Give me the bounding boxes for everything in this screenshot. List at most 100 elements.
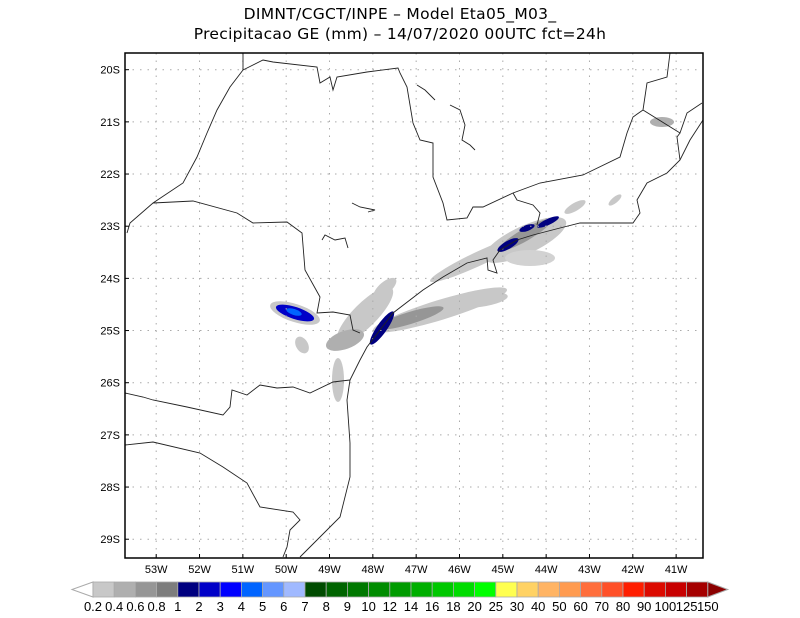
colorbar-swatch: [410, 581, 433, 598]
colorbar-swatch: [283, 581, 306, 598]
colorbar-over-arrow: [707, 581, 730, 598]
lon-tick-label: 42W: [621, 564, 644, 576]
colorbar-swatch: [495, 581, 518, 598]
precip-cell: [373, 277, 397, 299]
lat-tick-label: 20S: [100, 65, 120, 77]
precip-cell: [376, 306, 444, 330]
colorbar-swatch: [113, 581, 136, 598]
colorbar-swatch: [262, 581, 285, 598]
colorbar-label: 40: [531, 599, 545, 614]
lat-tick-label: 23S: [100, 221, 120, 233]
lon-tick-label: 52W: [188, 564, 211, 576]
colorbar-swatch: [389, 581, 412, 598]
lon-tick-label: 51W: [232, 564, 255, 576]
precip-cell: [295, 336, 309, 354]
colorbar-swatch: [219, 581, 242, 598]
lat-tick-label: 29S: [100, 534, 120, 546]
lon-tick-label: 41W: [665, 564, 688, 576]
precip-cell: [332, 358, 344, 402]
colorbar-label: 50: [552, 599, 566, 614]
colorbar-label: 9: [344, 599, 351, 614]
colorbar-label: 20: [467, 599, 481, 614]
border-line: [152, 200, 361, 334]
colorbar-label: 5: [259, 599, 266, 614]
colorbar-swatch: [452, 581, 475, 598]
colorbar-swatch: [304, 581, 327, 598]
lon-tick-label: 50W: [275, 564, 298, 576]
colorbar-label: 100: [655, 599, 677, 614]
precip-cell: [452, 292, 508, 308]
colorbar-label: 60: [573, 599, 587, 614]
precip-cell: [608, 194, 622, 206]
lon-tick-label: 47W: [405, 564, 428, 576]
colorbar-swatch: [559, 581, 582, 598]
colorbar-swatch: [537, 581, 560, 598]
colorbar-label: 7: [301, 599, 308, 614]
colorbar-label: 125: [676, 599, 698, 614]
map-frame: [124, 52, 704, 559]
colorbar-swatch: [622, 581, 645, 598]
lon-tick-label: 44W: [535, 564, 558, 576]
colorbar-label: 80: [616, 599, 630, 614]
precip-cell: [336, 286, 394, 344]
reservoir: [416, 84, 436, 101]
colorbar-label: 0.4: [105, 599, 123, 614]
colorbar-label: 0.6: [126, 599, 144, 614]
colorbar-swatch: [134, 581, 157, 598]
colorbar-swatch: [156, 581, 179, 598]
lat-tick-label: 25S: [100, 326, 120, 338]
precip-cell: [564, 200, 586, 214]
border-line: [124, 441, 301, 558]
colorbar-label: 10: [361, 599, 375, 614]
colorbar-swatch: [601, 581, 624, 598]
lat-tick-label: 27S: [100, 430, 120, 442]
lat-tick-label: 24S: [100, 273, 120, 285]
axis-ticks: 53W 52W 51W 50W 49W 48W 47W 46W 45W 44W 43W 42W 41W 2…: [100, 65, 688, 576]
border-line: [676, 132, 681, 161]
colorbar-swatch: [580, 581, 603, 598]
colorbar-label: 3: [217, 599, 224, 614]
colorbar-label: 6: [280, 599, 287, 614]
colorbar-swatch: [92, 581, 115, 598]
colorbar-label: 70: [595, 599, 609, 614]
colorbar-swatch: [474, 581, 497, 598]
lat-tick-label: 22S: [100, 169, 120, 181]
lon-tick-label: 49W: [318, 564, 341, 576]
precip-cell: [286, 308, 302, 316]
colorbar-label: 0.8: [148, 599, 166, 614]
colorbar-swatch: [686, 581, 709, 598]
colorbar-label: 2: [195, 599, 202, 614]
colorbar-label: 90: [637, 599, 651, 614]
border-line: [242, 52, 671, 221]
colorbar-swatch: [325, 581, 348, 598]
lat-tick-label: 26S: [100, 378, 120, 390]
border-line: [126, 53, 244, 234]
border-line: [124, 379, 351, 416]
chart-title-line1: DIMNT/CGCT/INPE – Model Eta05_M03_: [243, 5, 557, 23]
colorbar-label: 30: [510, 599, 524, 614]
colorbar: 0.2 0.4 0.6 0.8 1 2 3 4 5 6 7 8 9 10 12 14 16 18 20 25 30 40 5…: [70, 581, 730, 614]
lon-tick-label: 46W: [448, 564, 471, 576]
colorbar-label: 12: [383, 599, 397, 614]
reservoir: [351, 202, 376, 213]
precip-cell: [505, 250, 555, 266]
precipitation-field: [270, 117, 674, 402]
lon-tick-label: 48W: [362, 564, 385, 576]
colorbar-swatch: [346, 581, 369, 598]
colorbar-swatch: [643, 581, 666, 598]
colorbar-swatch: [665, 581, 688, 598]
colorbar-label: 150: [697, 599, 719, 614]
lat-tick-label: 28S: [100, 482, 120, 494]
lon-tick-label: 53W: [145, 564, 168, 576]
colorbar-swatch: [368, 581, 391, 598]
precip-cell: [537, 216, 559, 228]
colorbar-label: 0.2: [84, 599, 102, 614]
colorbar-label: 16: [425, 599, 439, 614]
border-line: [512, 192, 541, 226]
lat-tick-label: 21S: [100, 117, 120, 129]
precip-cell: [325, 329, 365, 351]
colorbar-swatch: [516, 581, 539, 598]
coastline-and-borders: [124, 52, 704, 558]
lon-tick-label: 45W: [492, 564, 515, 576]
